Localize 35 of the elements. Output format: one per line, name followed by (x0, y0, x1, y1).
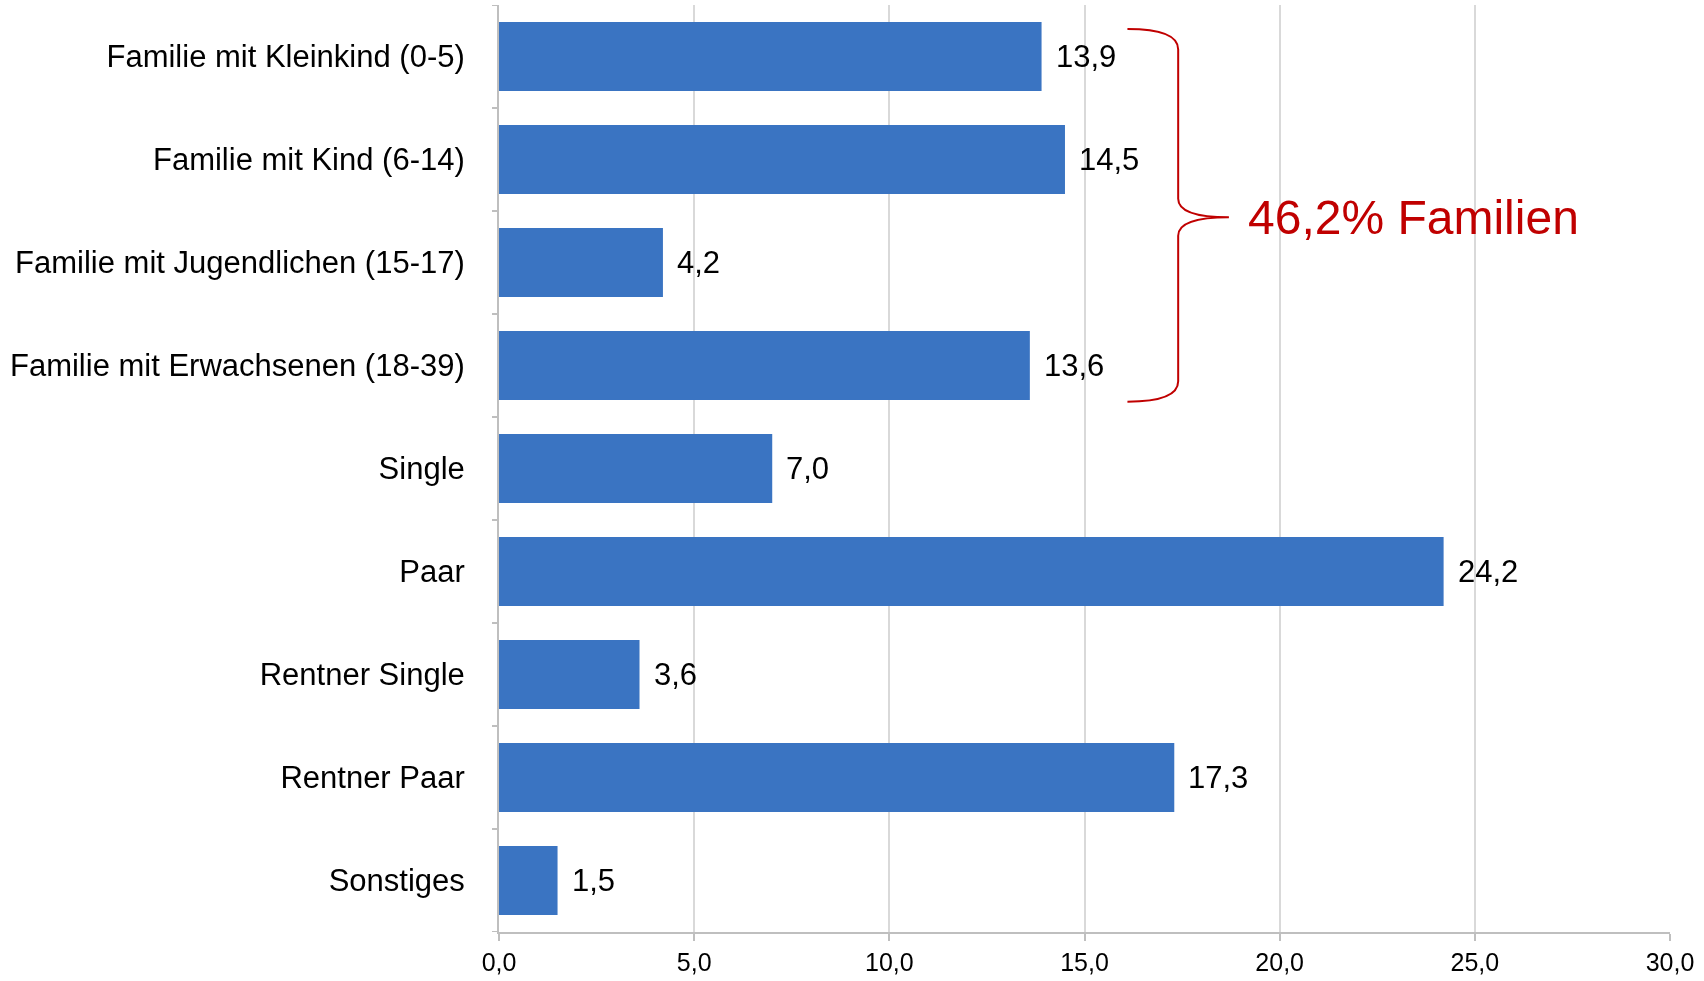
x-tick-label: 25,0 (1450, 948, 1500, 976)
y-tick-label: Familie mit Kind (6-14) (152, 142, 465, 178)
x-tick-label: 5,0 (676, 948, 712, 976)
y-tick-label: Rentner Single (259, 657, 465, 693)
data-label: 4,2 (677, 245, 721, 280)
annotation: 46,2% Familien (1248, 191, 1579, 244)
data-label: 1,5 (572, 863, 616, 898)
y-tick-label: Sonstiges (328, 863, 465, 899)
bar (499, 434, 773, 504)
x-tick-label: 20,0 (1255, 948, 1305, 976)
data-label: 7,0 (786, 451, 830, 486)
x-tick-label: 10,0 (864, 948, 914, 976)
bar (499, 640, 640, 710)
bar (499, 846, 558, 916)
bar (499, 331, 1030, 401)
y-tick-label: Familie mit Jugendlichen (15-17) (15, 245, 465, 281)
data-label: 13,9 (1056, 39, 1117, 74)
bar (499, 22, 1042, 92)
y-tick-label: Rentner Paar (280, 760, 465, 796)
x-tick-label: 30,0 (1645, 948, 1695, 976)
y-tick-label: Familie mit Kleinkind (0-5) (106, 39, 465, 75)
bar (499, 125, 1065, 195)
y-tick-label: Single (378, 451, 465, 487)
x-tick-label: 15,0 (1060, 948, 1109, 976)
y-tick-label: Familie mit Erwachsenen (18-39) (9, 348, 465, 384)
bar (499, 743, 1175, 813)
x-tick-label: 0,0 (481, 948, 517, 976)
data-label: 14,5 (1079, 142, 1140, 177)
data-label: 17,3 (1188, 760, 1249, 795)
y-tick-label: Paar (399, 554, 465, 590)
bar (499, 228, 663, 298)
data-label: 24,2 (1458, 554, 1519, 589)
data-label: 13,6 (1044, 348, 1105, 383)
data-label: 3,6 (654, 657, 698, 692)
bar (499, 537, 1444, 607)
